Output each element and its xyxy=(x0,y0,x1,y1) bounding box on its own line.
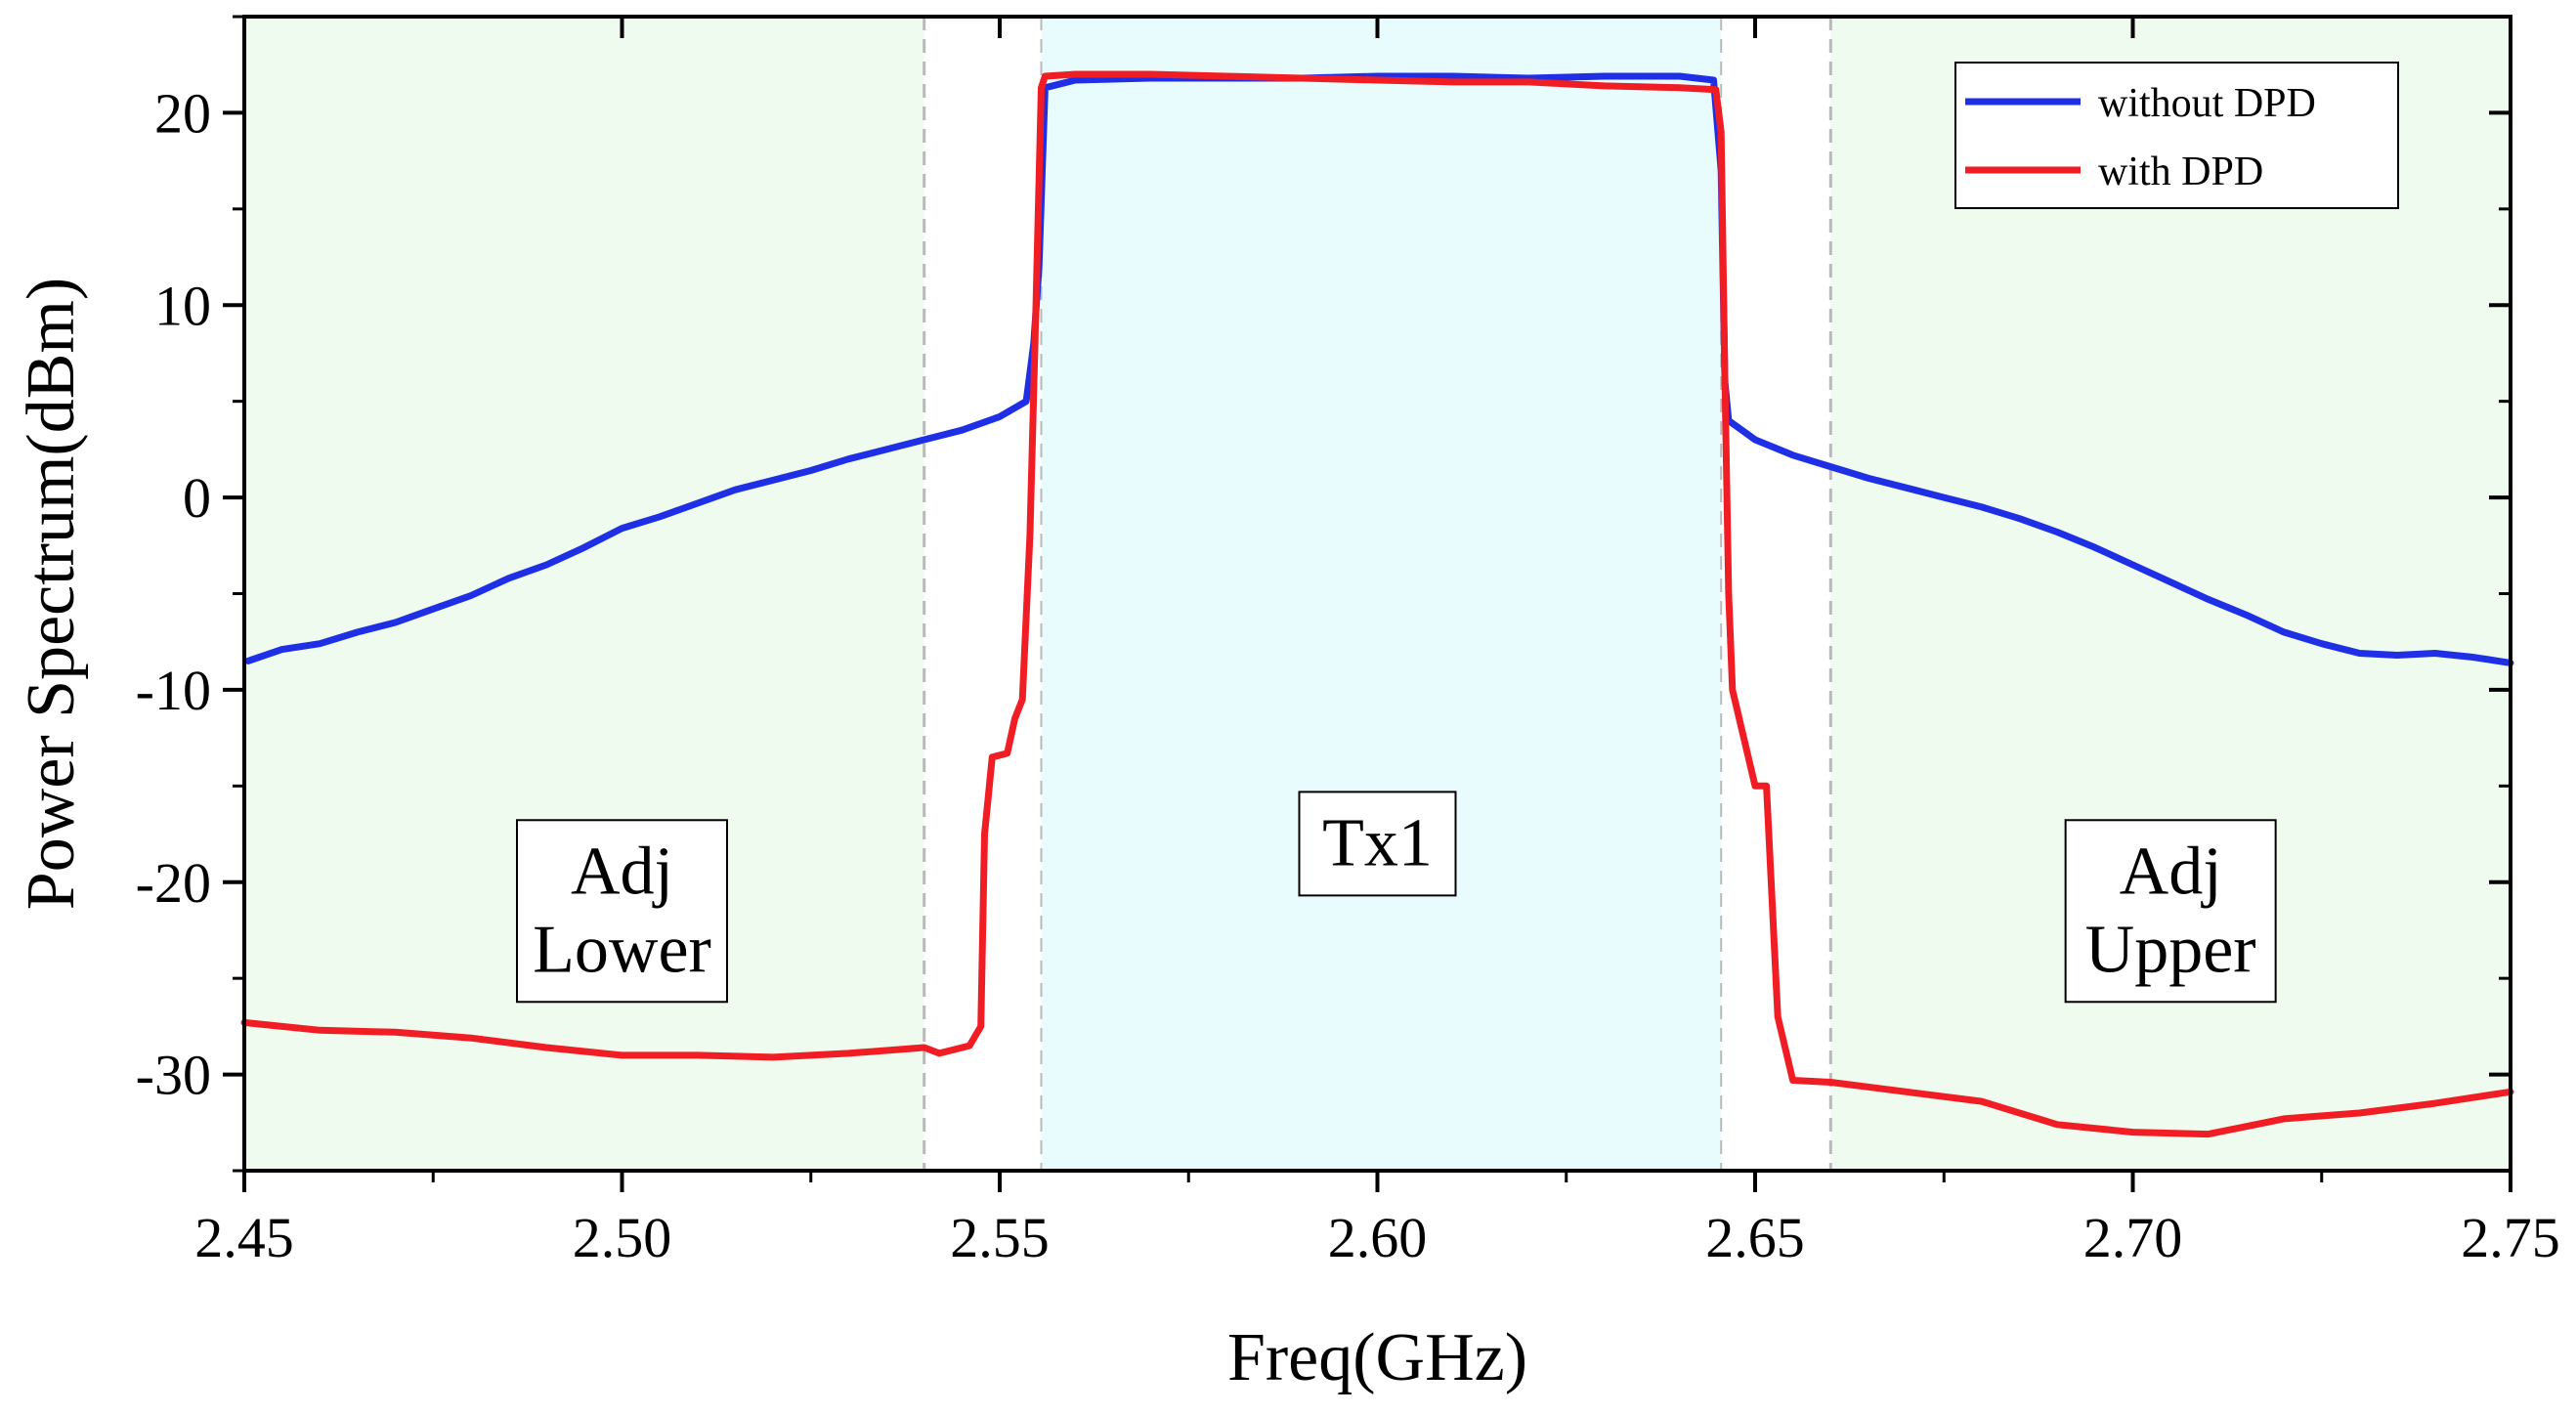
y-tick-label: 20 xyxy=(154,81,211,145)
legend: without DPD with DPD xyxy=(1954,62,2399,209)
x-tick-label: 2.55 xyxy=(950,1206,1050,1269)
axis-ticks: 2.45 2.50 2.55 2.60 2.65 2.70 2.75 -30 -20 -10 0 10… xyxy=(136,15,2560,1269)
x-tick-label: 2.60 xyxy=(1328,1206,1428,1269)
region-label-tx1: Tx1 xyxy=(1322,805,1433,880)
series-line-without-dpd xyxy=(244,72,2514,666)
y-tick-label: 0 xyxy=(183,466,211,530)
plot-frame xyxy=(242,15,2512,1173)
x-tick-label: 2.70 xyxy=(2083,1206,2183,1269)
x-axis-title: Freq(GHz) xyxy=(1227,1320,1527,1395)
y-tick-label: -20 xyxy=(136,851,211,915)
x-tick-label: 2.65 xyxy=(1705,1206,1805,1269)
region-tx1 xyxy=(1041,17,1722,1171)
series-line-with-dpd xyxy=(240,70,2514,1138)
data-series xyxy=(240,70,2514,1138)
legend-label-with-dpd: with DPD xyxy=(2098,150,2263,194)
region-label-box-adj-lower xyxy=(516,819,728,1004)
y-tick-label: 10 xyxy=(154,274,211,337)
x-tick-label: 2.50 xyxy=(573,1206,672,1269)
region-label-box-tx1 xyxy=(1298,791,1457,897)
x-tick-label: 2.45 xyxy=(194,1206,294,1269)
region-label-adj-lower: Lower xyxy=(533,912,711,987)
region-label-adj-upper: Upper xyxy=(2085,912,2256,987)
region-label-adj-upper: Adj xyxy=(2120,834,2222,909)
shaded-regions xyxy=(244,17,2511,1171)
legend-box xyxy=(1954,62,2399,209)
y-tick-label: -10 xyxy=(136,659,211,722)
region-label-adj-lower: Adj xyxy=(571,834,673,909)
y-axis-title: Power Spectrum(dBm) xyxy=(14,278,89,910)
x-tick-label: 2.75 xyxy=(2461,1206,2560,1269)
region-label-box-adj-upper xyxy=(2064,819,2277,1004)
y-tick-label: -30 xyxy=(136,1044,211,1107)
legend-label-without-dpd: without DPD xyxy=(2098,81,2316,126)
